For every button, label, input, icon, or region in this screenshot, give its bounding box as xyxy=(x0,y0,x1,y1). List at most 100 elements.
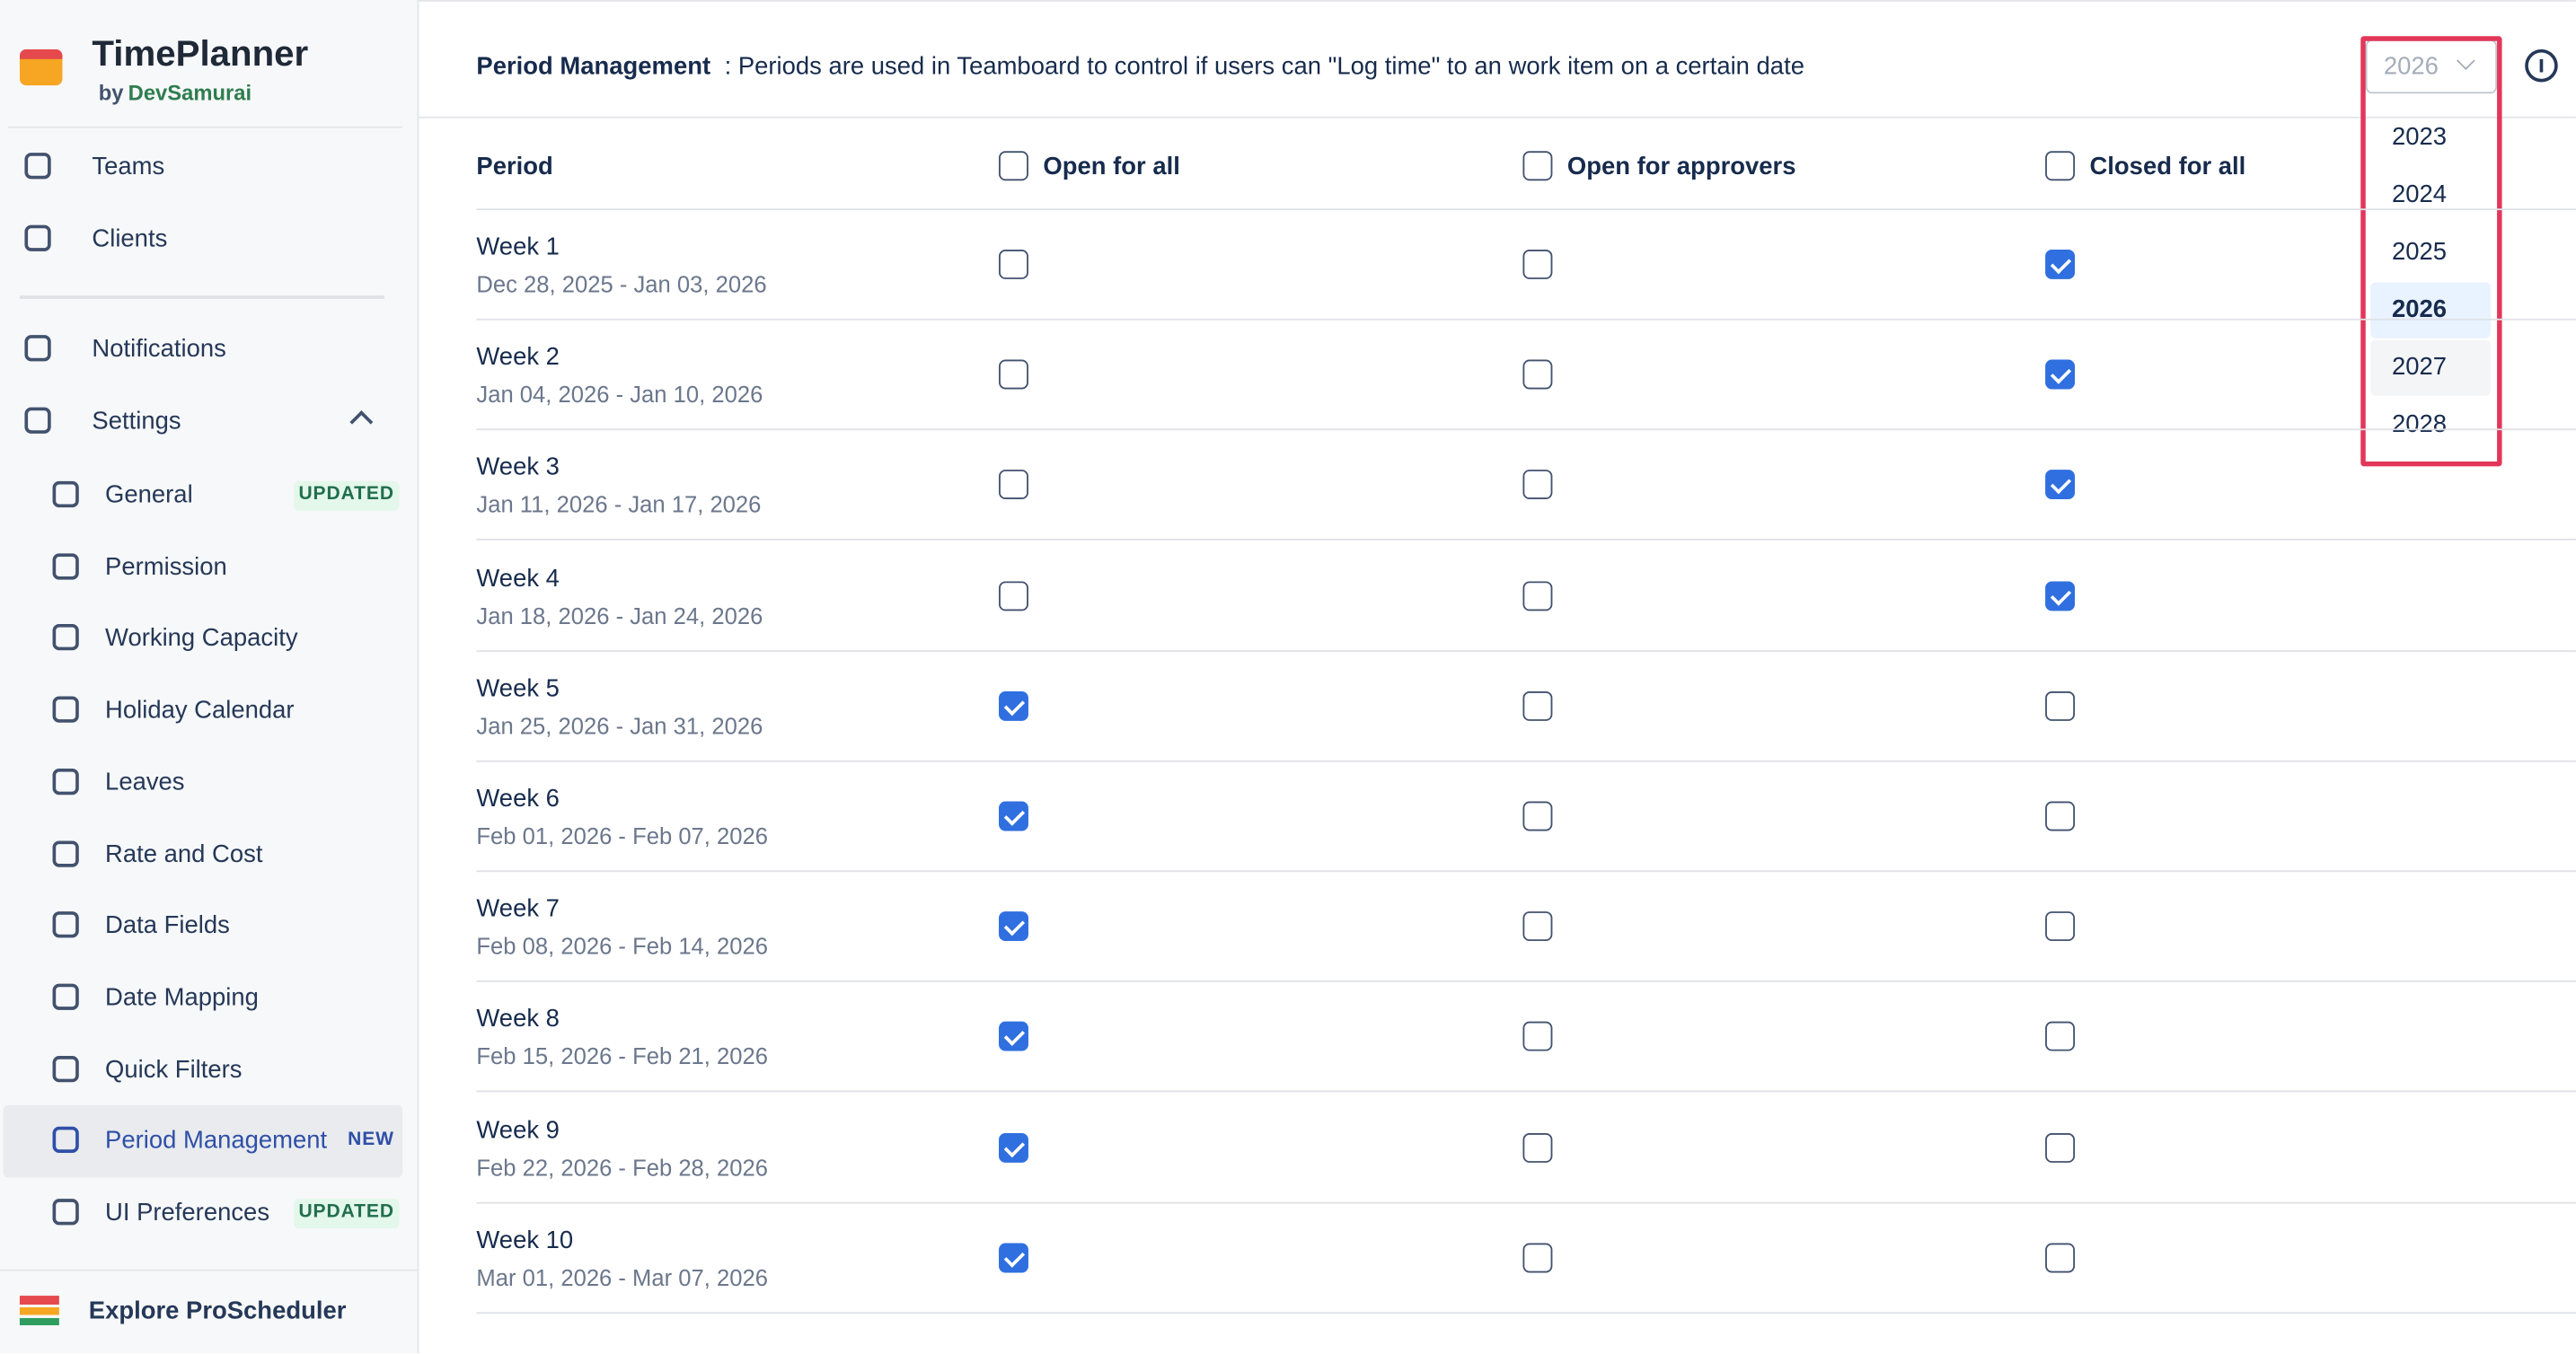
checkmark xyxy=(2050,473,2072,495)
checkbox[interactable] xyxy=(999,250,1028,279)
checkmark xyxy=(1003,1136,1026,1157)
option-bg xyxy=(2370,339,2491,396)
settings-item[interactable]: UI Preferences xyxy=(105,1199,270,1227)
row-divider xyxy=(476,208,2576,211)
main-top-border xyxy=(419,0,2576,2)
option-bg xyxy=(2370,282,2491,338)
settings-item[interactable]: Leaves xyxy=(105,768,185,796)
checkbox[interactable] xyxy=(999,801,1028,831)
settings-item[interactable]: Data Fields xyxy=(105,911,230,940)
checkbox[interactable] xyxy=(1522,470,1553,500)
checkbox[interactable] xyxy=(1522,250,1553,279)
period-dates: Dec 28, 2025 - Jan 03, 2026 xyxy=(476,270,767,298)
year-value: 2026 xyxy=(2383,52,2439,81)
nav-item[interactable]: Notifications xyxy=(92,335,226,364)
footer-link[interactable]: Explore ProScheduler xyxy=(88,1297,347,1326)
header-title: Period Management xyxy=(476,52,711,81)
column-header: Period xyxy=(476,153,553,181)
checkbox[interactable] xyxy=(2045,151,2076,181)
period-dates: Mar 01, 2026 - Mar 07, 2026 xyxy=(476,1263,768,1291)
period-dates: Feb 15, 2026 - Feb 21, 2026 xyxy=(476,1043,769,1070)
checkmark xyxy=(2050,252,2072,275)
row-divider xyxy=(476,428,2576,431)
row-divider xyxy=(476,1091,2576,1093)
settings-item[interactable]: Working Capacity xyxy=(105,624,298,653)
checkbox[interactable] xyxy=(2045,1243,2076,1273)
row-divider xyxy=(476,760,2576,762)
period-dates: Jan 04, 2026 - Jan 10, 2026 xyxy=(476,381,763,408)
settings-item[interactable]: General xyxy=(105,480,193,509)
year-option[interactable]: 2028 xyxy=(2392,410,2448,439)
row-divider xyxy=(476,539,2576,541)
period-name: Week 7 xyxy=(476,895,560,924)
settings-item[interactable]: Quick Filters xyxy=(105,1055,243,1084)
icon xyxy=(52,911,79,938)
settings-item[interactable]: Holiday Calendar xyxy=(105,696,295,725)
checkbox[interactable] xyxy=(2045,470,2076,500)
settings-item[interactable]: Date Mapping xyxy=(105,983,259,1012)
checkbox[interactable] xyxy=(999,1022,1028,1052)
period-name: Week 8 xyxy=(476,1006,560,1034)
checkbox[interactable] xyxy=(2045,359,2076,390)
checkbox[interactable] xyxy=(2045,1022,2076,1052)
checkbox[interactable] xyxy=(1522,911,1553,942)
checkbox[interactable] xyxy=(1522,580,1553,611)
checkbox[interactable] xyxy=(2045,801,2076,831)
checkbox[interactable] xyxy=(1522,801,1553,831)
checkbox[interactable] xyxy=(999,151,1028,181)
icon xyxy=(52,840,79,866)
year-option[interactable]: 2025 xyxy=(2392,238,2448,267)
icon xyxy=(24,224,51,251)
period-name: Week 1 xyxy=(476,233,560,261)
settings-item[interactable]: Permission xyxy=(105,552,227,581)
checkbox[interactable] xyxy=(1522,1022,1553,1052)
year-option[interactable]: 2027 xyxy=(2392,353,2448,382)
year-option[interactable]: 2026 xyxy=(2392,295,2448,324)
checkmark xyxy=(1003,1025,1026,1047)
icon xyxy=(52,1127,79,1154)
brand-logo xyxy=(19,48,63,86)
checkbox[interactable] xyxy=(1522,151,1553,181)
checkbox[interactable] xyxy=(999,690,1028,721)
info-i xyxy=(2539,58,2544,73)
checkbox[interactable] xyxy=(2045,250,2076,279)
checkbox[interactable] xyxy=(2045,1132,2076,1163)
info-icon[interactable] xyxy=(2525,48,2558,83)
checkbox[interactable] xyxy=(999,580,1028,611)
period-name: Week 6 xyxy=(476,785,560,813)
checkbox[interactable] xyxy=(999,1243,1028,1273)
checkbox[interactable] xyxy=(2045,580,2076,611)
checkbox[interactable] xyxy=(999,470,1028,500)
nav-item[interactable]: Clients xyxy=(92,224,168,253)
badge: NEW xyxy=(348,1130,394,1150)
checkbox[interactable] xyxy=(2045,911,2076,942)
checkbox[interactable] xyxy=(999,911,1028,942)
icon xyxy=(52,1199,79,1226)
icon xyxy=(52,696,79,723)
icon xyxy=(52,768,79,795)
nav-item[interactable]: Settings xyxy=(92,407,181,435)
header-divider xyxy=(419,116,2576,119)
icon xyxy=(24,153,51,180)
year-option[interactable]: 2024 xyxy=(2392,180,2448,209)
row-divider xyxy=(476,980,2576,983)
period-dates: Feb 22, 2026 - Feb 28, 2026 xyxy=(476,1154,769,1181)
checkbox[interactable] xyxy=(1522,690,1553,721)
settings-item[interactable]: Period Management xyxy=(105,1127,328,1156)
checkbox[interactable] xyxy=(2045,690,2076,721)
dropdown xyxy=(2360,36,2502,467)
year-option[interactable]: 2023 xyxy=(2392,123,2448,152)
checkbox[interactable] xyxy=(999,359,1028,390)
period-name: Week 4 xyxy=(476,564,560,593)
settings-item[interactable]: Rate and Cost xyxy=(105,840,263,868)
checkbox[interactable] xyxy=(1522,1132,1553,1163)
checkbox[interactable] xyxy=(1522,1243,1553,1273)
period-dates: Jan 25, 2026 - Jan 31, 2026 xyxy=(476,712,763,739)
brand-title: TimePlanner xyxy=(92,32,309,75)
row-divider xyxy=(476,1201,2576,1203)
nav-item[interactable]: Teams xyxy=(92,153,165,181)
checkbox[interactable] xyxy=(1522,359,1553,390)
checkmark xyxy=(2050,584,2072,605)
checkbox[interactable] xyxy=(999,1132,1028,1163)
icon xyxy=(52,480,79,508)
